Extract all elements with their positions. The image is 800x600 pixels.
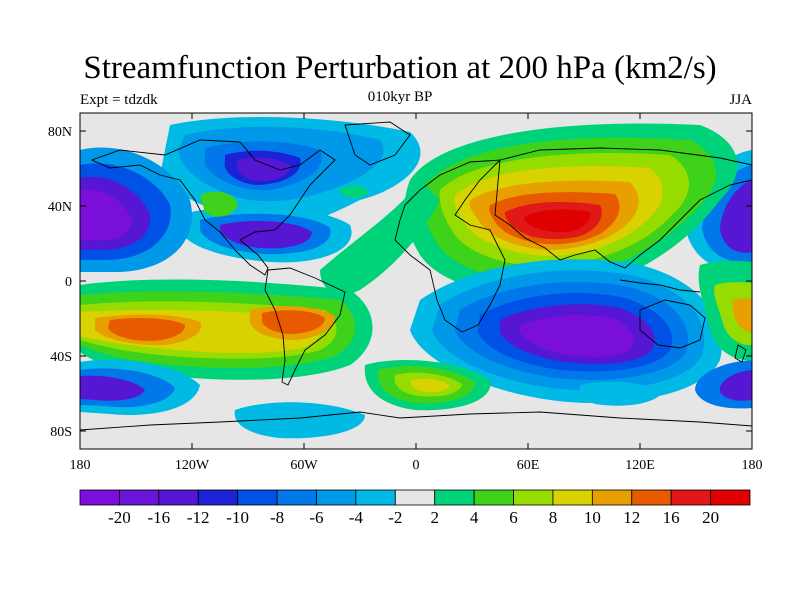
south-pacific-high bbox=[80, 279, 373, 380]
eurasian-high bbox=[404, 123, 738, 296]
lat-tick-marks bbox=[80, 130, 752, 432]
south-america-coast bbox=[264, 267, 346, 386]
colorbar-swatch bbox=[552, 489, 593, 506]
period-label: 010kyr BP bbox=[367, 89, 433, 105]
colorbar-label: -6 bbox=[309, 508, 323, 527]
colorbar-swatch bbox=[79, 489, 120, 506]
lat-label-80n: 80N bbox=[48, 125, 72, 140]
colorbar-swatch bbox=[591, 489, 633, 506]
colorbar-label: 12 bbox=[623, 508, 640, 527]
experiment-label: Expt = tdzdk bbox=[80, 92, 158, 108]
colorbar-label: 8 bbox=[549, 508, 558, 527]
contour-field bbox=[80, 113, 752, 449]
colorbar-label: -10 bbox=[226, 508, 249, 527]
lon-label-0: 0 bbox=[413, 458, 420, 473]
europe-africa-coast bbox=[394, 159, 506, 333]
greenland-coast bbox=[344, 121, 411, 166]
colorbar-swatch bbox=[355, 489, 396, 506]
colorbar-swatch bbox=[394, 489, 436, 506]
colorbar-label: -16 bbox=[147, 508, 170, 527]
australia-coast bbox=[639, 299, 706, 349]
colorbar-label: 6 bbox=[509, 508, 518, 527]
lat-label-0: 0 bbox=[65, 275, 72, 290]
lon-label-180-west: 180 bbox=[70, 458, 91, 473]
colorbar-label: -12 bbox=[187, 508, 210, 527]
colorbar-swatch bbox=[710, 489, 751, 506]
colorbar-label: -8 bbox=[270, 508, 284, 527]
colorbar-label: 20 bbox=[702, 508, 719, 527]
asia-coast bbox=[494, 147, 752, 269]
lat-label-80s: 80S bbox=[50, 425, 72, 440]
lat-label-40s: 40S bbox=[50, 350, 72, 365]
colorbar-swatch bbox=[473, 489, 514, 506]
south-indian-low bbox=[410, 259, 722, 404]
season-label: JJA bbox=[729, 92, 752, 108]
colorbar-label: 16 bbox=[663, 508, 680, 527]
chart-title: Streamfunction Perturbation at 200 hPa (… bbox=[83, 50, 717, 86]
colorbar-label: -20 bbox=[108, 508, 131, 527]
southern-ocean-lows bbox=[80, 359, 752, 439]
colorbar-swatch bbox=[513, 489, 554, 506]
new-zealand-coast bbox=[734, 344, 747, 363]
colorbar-swatch bbox=[237, 489, 278, 506]
lon-label-60w: 60W bbox=[290, 458, 318, 473]
colorbar-label: 10 bbox=[584, 508, 601, 527]
colorbar-swatch bbox=[197, 489, 239, 506]
lon-label-60e: 60E bbox=[517, 458, 540, 473]
coastlines bbox=[80, 121, 752, 431]
lat-label-40n: 40N bbox=[48, 200, 72, 215]
colorbar-label: 4 bbox=[470, 508, 479, 527]
colorbar-label: -2 bbox=[388, 508, 402, 527]
south-atlantic-high bbox=[364, 360, 491, 411]
lon-label-120w: 120W bbox=[175, 458, 210, 473]
north-pacific-low bbox=[80, 147, 192, 272]
colorbar-swatch bbox=[276, 489, 317, 506]
lon-label-120e: 120E bbox=[625, 458, 655, 473]
atlantic-high-band bbox=[200, 180, 440, 295]
colorbar-swatch bbox=[158, 489, 199, 506]
west-pacific-high bbox=[698, 260, 752, 361]
colorbar-label: -4 bbox=[349, 508, 364, 527]
pacific-low-east bbox=[685, 150, 752, 273]
colorbar-swatch bbox=[434, 489, 475, 506]
central-america-low bbox=[180, 206, 352, 263]
colorbar-label: 2 bbox=[430, 508, 439, 527]
colorbar-swatch bbox=[119, 489, 160, 506]
antarctica-coast bbox=[80, 411, 752, 431]
north-america-coast bbox=[90, 139, 336, 276]
lon-label-180-east: 180 bbox=[742, 458, 763, 473]
colorbar-swatch bbox=[316, 489, 357, 506]
colorbar-swatch bbox=[631, 489, 672, 506]
indonesia-coast bbox=[619, 279, 701, 293]
colorbar-swatch bbox=[670, 489, 711, 506]
colorbar: -20 -16 -12 -10 -8 -6 -4 -2 2 4 6 8 10 12 16 20 bbox=[79, 489, 751, 527]
lon-tick-marks bbox=[79, 113, 753, 449]
